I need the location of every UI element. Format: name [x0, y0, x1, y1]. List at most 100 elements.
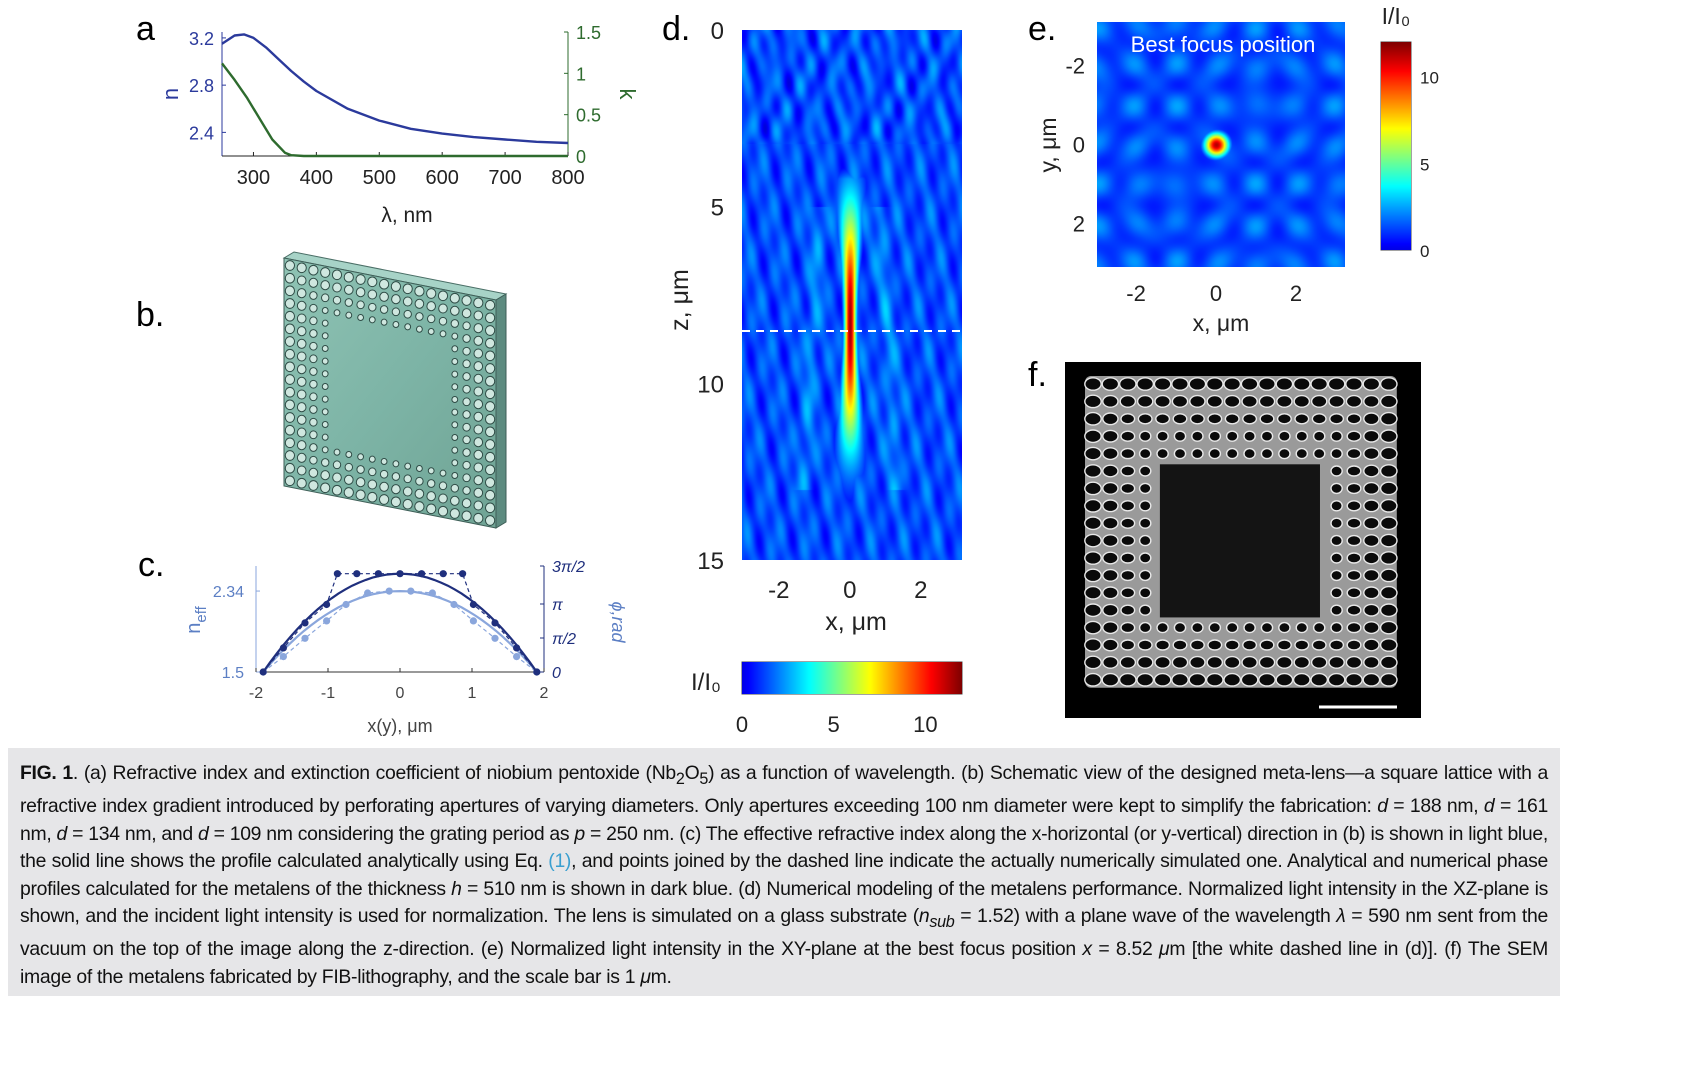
sem-aperture	[1155, 413, 1171, 425]
aperture-hole	[284, 412, 295, 423]
data-point	[513, 653, 521, 661]
aperture-hole	[309, 417, 318, 427]
sem-aperture	[1223, 394, 1241, 408]
aperture-hole	[367, 276, 378, 288]
aperture-hole	[391, 484, 401, 495]
sem-aperture	[1241, 655, 1258, 669]
sem-aperture	[1136, 377, 1155, 391]
sem-aperture	[1102, 655, 1119, 669]
sem-aperture	[1330, 500, 1343, 512]
sem-aperture	[1292, 672, 1311, 687]
aperture-hole	[426, 288, 437, 299]
aperture-hole	[473, 475, 484, 486]
sem-aperture	[1225, 621, 1239, 634]
data-point	[428, 589, 436, 597]
caption-text: = 109 nm considering the grating period …	[208, 822, 575, 845]
aperture-hole	[379, 481, 389, 492]
aperture-hole	[485, 375, 496, 387]
aperture-hole	[284, 260, 295, 271]
sem-aperture	[1120, 447, 1136, 460]
sem-aperture	[1346, 430, 1362, 442]
aperture-hole	[296, 338, 307, 349]
y-tick-label: 3.2	[189, 29, 214, 49]
y-axis-label: n	[158, 88, 183, 100]
x-tick-label: 600	[425, 167, 458, 189]
aperture-hole	[402, 283, 413, 295]
aperture-hole	[473, 487, 484, 498]
aperture-hole	[439, 469, 447, 477]
panel-label-a: a	[136, 10, 155, 48]
aperture-hole	[438, 493, 448, 504]
caption-var: d	[1377, 795, 1388, 818]
sem-aperture	[1120, 430, 1136, 442]
sem-aperture	[1243, 621, 1256, 634]
sem-aperture	[1156, 447, 1169, 460]
sem-aperture	[1102, 481, 1119, 495]
aperture-hole	[345, 450, 353, 459]
aperture-hole	[296, 351, 307, 362]
aperture-hole	[356, 465, 365, 474]
sem-aperture	[1102, 621, 1119, 635]
sem-aperture	[1153, 672, 1172, 687]
sem-aperture	[1138, 552, 1152, 564]
sem-aperture	[1084, 568, 1102, 583]
aperture-hole	[331, 484, 343, 496]
sem-aperture	[1259, 639, 1275, 651]
y2-tick-label: 1	[576, 64, 586, 84]
sem-aperture	[1119, 394, 1137, 408]
aperture-hole	[462, 397, 471, 407]
sem-aperture	[1084, 672, 1102, 687]
data-point	[301, 619, 309, 627]
aperture-hole	[284, 424, 295, 436]
sem-aperture	[1138, 517, 1152, 529]
aperture-hole	[461, 510, 472, 522]
y2-axis-label: k	[615, 89, 640, 101]
sem-aperture	[1138, 482, 1152, 495]
sem-aperture	[1275, 672, 1294, 687]
aperture-hole	[461, 308, 472, 319]
sem-aperture	[1330, 430, 1343, 442]
sem-aperture	[1363, 638, 1380, 652]
y-tick-label: 2	[1073, 212, 1085, 237]
aperture-hole	[379, 278, 390, 290]
y-axis-label: y, μm	[1035, 118, 1061, 173]
data-point	[407, 587, 415, 595]
sem-aperture	[1363, 412, 1380, 426]
aperture-hole	[402, 486, 413, 497]
colorbar-vertical	[1381, 42, 1411, 250]
equation-link[interactable]: (1)	[548, 850, 572, 873]
sem-image	[1065, 362, 1421, 718]
aperture-hole	[380, 318, 388, 326]
aperture-hole	[451, 345, 459, 353]
aperture-hole	[321, 319, 329, 327]
sem-aperture	[1189, 639, 1205, 651]
aperture-hole	[296, 402, 307, 413]
sem-aperture	[1189, 413, 1205, 425]
xz-heatmap-canvas	[742, 30, 962, 560]
sem-aperture	[1379, 655, 1398, 670]
aperture-hole	[473, 361, 484, 372]
aperture-hole	[473, 399, 484, 410]
aperture-hole	[284, 450, 295, 461]
x-tick-label: 700	[488, 167, 521, 189]
caption-var: n	[918, 904, 930, 927]
aperture-hole	[379, 291, 389, 302]
aperture-hole	[309, 392, 318, 402]
sem-aperture	[1328, 394, 1345, 408]
aperture-hole	[462, 359, 471, 369]
aperture-hole	[309, 341, 318, 351]
data-point	[364, 589, 372, 597]
aperture-hole	[321, 332, 329, 340]
figure-caption: FIG. 1. (a) Refractive index and extinct…	[8, 748, 1560, 996]
aperture-hole	[403, 474, 412, 484]
sem-aperture	[1205, 377, 1224, 391]
aperture-hole	[308, 264, 319, 276]
sem-aperture	[1224, 639, 1240, 651]
aperture-hole	[344, 474, 354, 485]
sem-aperture	[1260, 447, 1274, 460]
y2-tick-label: π/2	[552, 631, 576, 648]
sem-aperture	[1312, 447, 1326, 460]
sem-aperture	[1171, 377, 1189, 391]
sem-aperture	[1120, 552, 1136, 564]
sem-aperture	[1346, 482, 1362, 495]
